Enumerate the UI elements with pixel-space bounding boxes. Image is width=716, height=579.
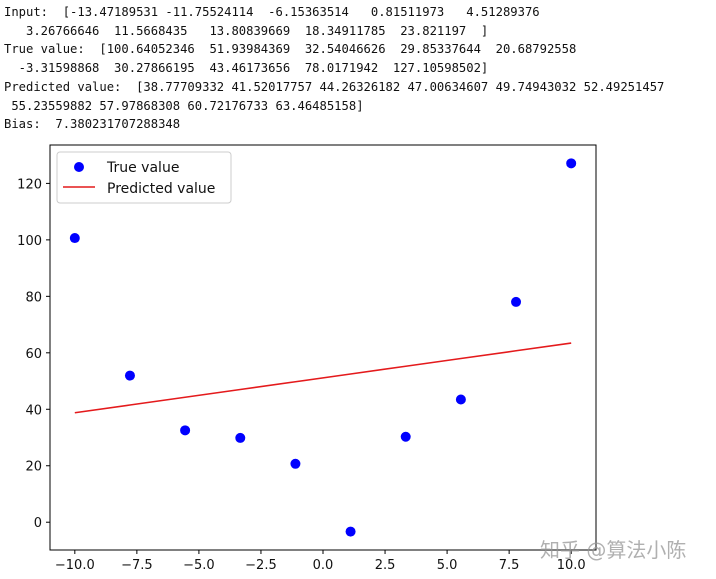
y-tick-label: 40 [25, 403, 42, 418]
x-tick-label: 2.5 [375, 558, 396, 573]
output-line: 3.26766646 11.5668435 13.80839669 18.349… [4, 23, 489, 38]
legend [56, 151, 232, 204]
true-value-point [345, 526, 356, 537]
x-tick-label: 10.0 [557, 558, 586, 573]
true-value-point [235, 432, 246, 443]
x-tick-label: −7.5 [121, 558, 153, 573]
true-value-point [290, 458, 301, 469]
legend-label-true-value: True value [106, 160, 179, 176]
output-line: Input: [-13.47189531 -11.75524114 -6.153… [4, 5, 540, 19]
output-line: Predicted value: [38.77709332 41.5201775… [4, 79, 665, 94]
x-tick-label: −10.0 [55, 558, 95, 573]
y-tick-label: 80 [25, 290, 42, 305]
x-tick-label: 5.0 [437, 558, 458, 573]
output-line: 55.23559882 57.97868308 60.72176733 63.4… [4, 98, 364, 113]
x-tick-label: −5.0 [183, 558, 215, 573]
y-tick-label: 0 [34, 516, 42, 531]
true-value-point [180, 425, 191, 436]
x-tick-label: −2.5 [245, 558, 277, 573]
x-tick-label: 7.5 [499, 558, 520, 573]
legend-marker-true-value [74, 162, 84, 172]
predicted-value-line [74, 342, 572, 414]
output-line: True value: [100.64052346 51.93984369 32… [4, 42, 577, 57]
plot-frame [49, 144, 597, 551]
watermark: 知乎 @算法小陈 [540, 538, 687, 562]
true-value-point [400, 431, 411, 442]
console-output: Input: [-13.47189531 -11.75524114 -6.153… [4, 3, 664, 134]
y-tick-label: 120 [17, 177, 42, 192]
y-tick-label: 60 [25, 347, 42, 362]
y-tick-label: 100 [17, 234, 42, 249]
true-value-point [566, 158, 577, 169]
true-value-point [69, 233, 80, 244]
x-tick-label: 0.0 [313, 558, 334, 573]
y-tick-label: 20 [25, 460, 42, 475]
output-line: Bias: 7.380231707288348 [4, 117, 181, 132]
true-value-point [455, 394, 466, 405]
true-value-point [124, 370, 135, 381]
legend-label-predicted-value: Predicted value [107, 181, 215, 197]
output-line: -3.31598868 30.27866195 43.46173656 78.0… [4, 61, 489, 76]
true-value-point [511, 296, 522, 307]
